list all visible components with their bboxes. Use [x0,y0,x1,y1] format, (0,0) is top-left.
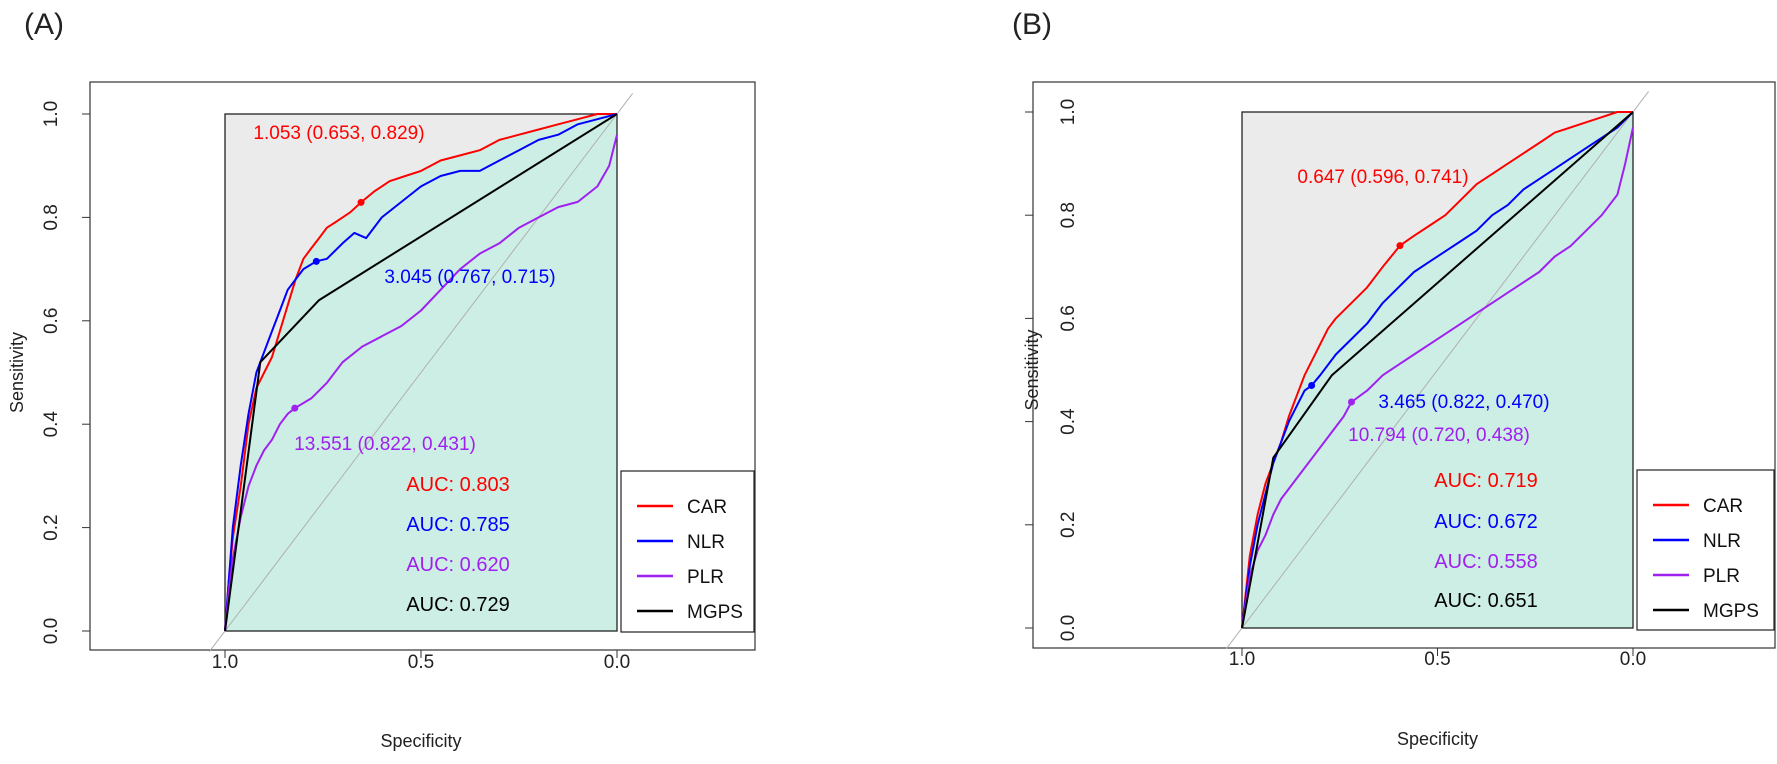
threshold-point-nlr [1308,381,1316,389]
threshold-label-car: 0.647 (0.596, 0.741) [1297,167,1468,188]
panel-label-b: (B) [1012,8,1052,41]
threshold-label-plr: 13.551 (0.822, 0.431) [294,434,476,455]
y-tick-label: 0.8 [1058,202,1079,228]
y-tick-label: 1.0 [41,101,62,127]
panel-label-a: (A) [24,8,64,41]
y-tick-label: 0.4 [41,411,62,438]
y-tick-label: 0.8 [41,204,62,230]
y-tick-label: 0.0 [1058,615,1079,641]
x-axis-title: Specificity [1397,729,1478,749]
threshold-point-car [357,198,365,206]
auc-label-nlr: AUC: 0.785 [406,514,509,536]
auc-label-mgps: AUC: 0.651 [1434,590,1537,612]
y-tick-label: 0.0 [41,618,62,644]
series-line-mgps [1241,111,1634,629]
y-tick-label: 0.6 [1058,305,1079,331]
series-line-plr [224,134,618,632]
series-line-nlr [1241,111,1634,629]
series-line-nlr [224,113,618,632]
auc-label-car: AUC: 0.719 [1434,470,1537,492]
x-tick-label: 0.0 [1620,649,1646,670]
legend-label-plr: PLR [687,567,724,588]
roc-chart-b: 0.647 (0.596, 0.741) 3.465 (0.822, 0.470)… [1022,81,1776,749]
y-axis-title: Sensitivity [7,332,27,413]
y-tick-label: 0.6 [41,308,62,334]
x-tick-label: 1.0 [1229,649,1255,670]
threshold-point-plr [291,404,299,412]
y-tick-label: 0.2 [1058,512,1079,538]
reference-diagonal [208,93,634,652]
threshold-point-car [1396,242,1404,250]
roc-square-border [224,113,618,632]
auc-label-mgps: AUC: 0.729 [406,594,509,616]
legend-label-mgps: MGPS [687,602,743,623]
legend-box [620,470,755,633]
y-tick-label: 0.4 [1058,408,1079,435]
y-tick-label: 1.0 [1058,99,1079,125]
roc-chart-a: 1.053 (0.653, 0.829) 3.045 (0.767, 0.715)… [7,81,756,751]
legend-label-mgps: MGPS [1703,601,1759,622]
threshold-label-car: 1.053 (0.653, 0.829) [253,123,424,144]
series-line-car [224,113,617,632]
legend-label-plr: PLR [1703,566,1740,587]
x-axis-title: Specificity [380,731,461,751]
legend-label-car: CAR [1703,496,1743,517]
x-tick-label: 1.0 [212,652,238,673]
x-tick-label: 0.0 [604,652,630,673]
x-tick-label: 0.5 [408,652,434,673]
threshold-label-nlr: 3.465 (0.822, 0.470) [1378,392,1549,413]
y-tick-label: 0.2 [41,514,62,540]
legend-box [1636,469,1775,631]
reference-diagonal [1225,91,1650,649]
auc-label-plr: AUC: 0.620 [406,554,509,576]
roc-square-border [1241,111,1634,629]
series-line-mgps [224,113,618,632]
threshold-point-nlr [312,257,320,265]
threshold-point-plr [1347,398,1355,406]
legend-label-car: CAR [687,497,727,518]
y-axis-title: Sensitivity [1022,329,1042,410]
auc-label-plr: AUC: 0.558 [1434,551,1537,573]
series-line-plr [1241,127,1634,629]
x-tick-label: 0.5 [1424,649,1450,670]
auc-label-nlr: AUC: 0.672 [1434,511,1537,533]
auc-label-car: AUC: 0.803 [406,474,509,496]
threshold-label-nlr: 3.045 (0.767, 0.715) [384,267,555,288]
threshold-label-plr: 10.794 (0.720, 0.438) [1348,425,1530,446]
legend-label-nlr: NLR [687,532,725,553]
legend-label-nlr: NLR [1703,531,1741,552]
